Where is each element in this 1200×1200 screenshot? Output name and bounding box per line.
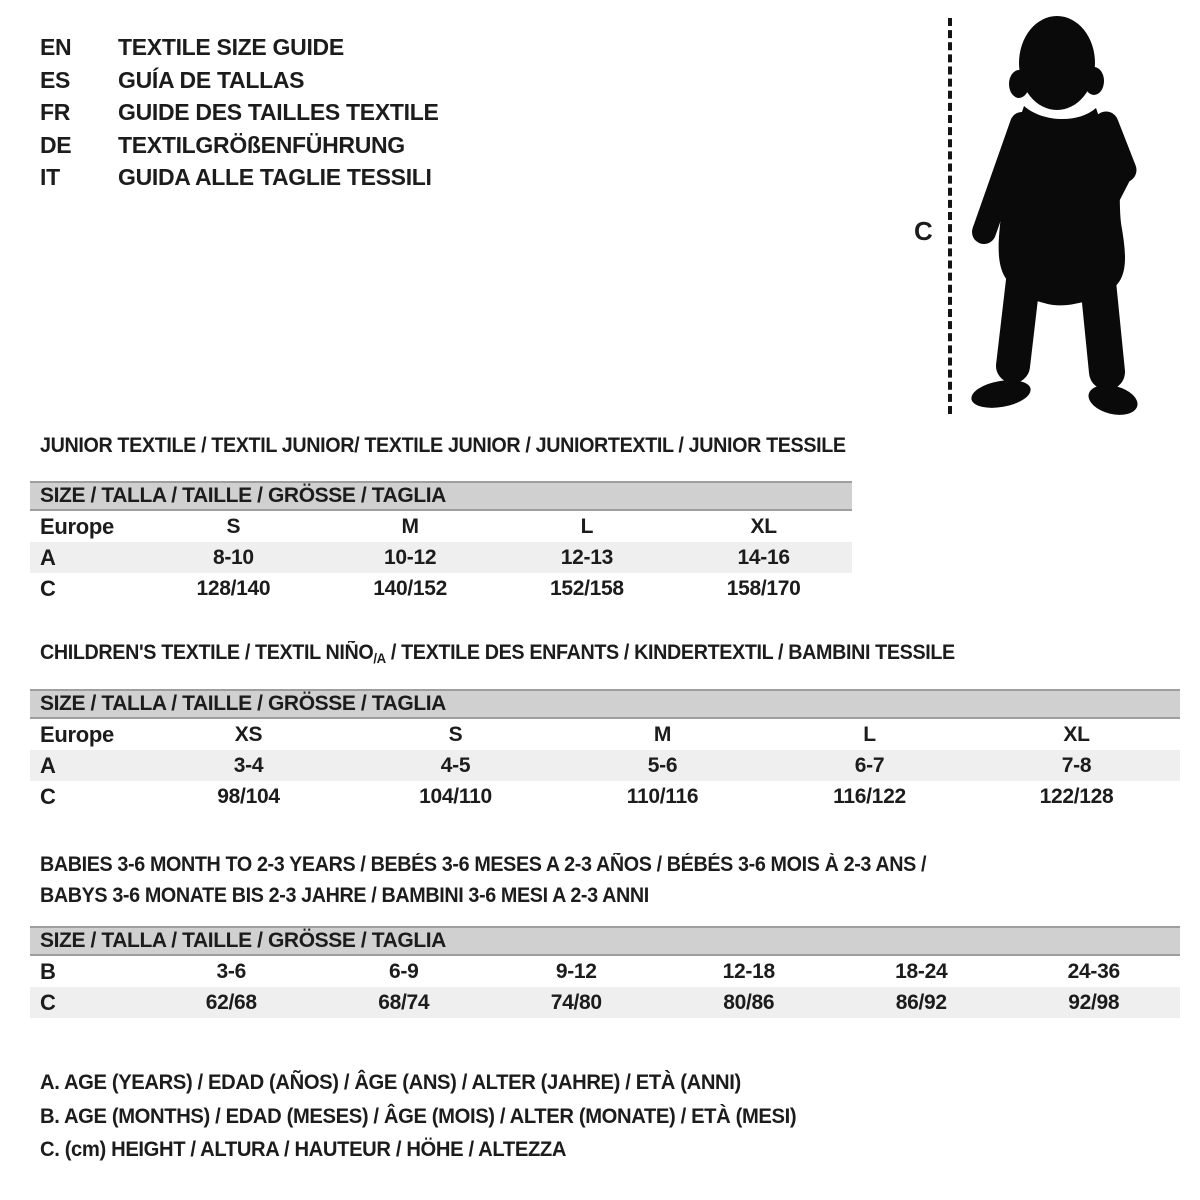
cell: 86/92 <box>895 990 947 1014</box>
table-row-age-months: B 3-6 6-9 9-12 12-18 18-24 24-36 <box>30 956 1180 987</box>
cell: 12-13 <box>560 545 614 569</box>
legend-line-b: B. AGE (MONTHS) / EDAD (MESES) / ÂGE (MO… <box>40 1103 797 1128</box>
cell: XS <box>234 722 263 746</box>
cell: 7-8 <box>1061 753 1092 777</box>
cell: 152/158 <box>549 576 624 600</box>
row-label: Europe <box>40 721 114 747</box>
size-header-bar: SIZE / TALLA / TAILLE / GRÖSSE / TAGLIA <box>30 926 1180 956</box>
toddler-silhouette-icon <box>971 16 1138 415</box>
cell: 158/170 <box>726 576 801 600</box>
language-row-it: IT GUIDA ALLE TAGLIE TESSILI <box>40 161 439 194</box>
table-row-europe: Europe XS S M L XL <box>30 719 1180 750</box>
cell: 9-12 <box>555 959 597 983</box>
cell: XL <box>750 514 778 538</box>
language-title: GUIDA ALLE TAGLIE TESSILI <box>118 164 432 190</box>
cell: 128/140 <box>196 576 271 600</box>
cell: 74/80 <box>550 990 602 1014</box>
row-label: B <box>40 958 56 984</box>
cell: 140/152 <box>373 576 448 600</box>
cell: 80/86 <box>723 990 775 1014</box>
size-header-bar: SIZE / TALLA / TAILLE / GRÖSSE / TAGLIA <box>30 689 1180 719</box>
language-title-list: EN TEXTILE SIZE GUIDE ES GUÍA DE TALLAS … <box>40 31 439 194</box>
language-title: GUIDE DES TAILLES TEXTILE <box>118 99 439 125</box>
language-title: TEXTILE SIZE GUIDE <box>118 34 344 60</box>
table-row-height-cm: C 128/140 140/152 152/158 158/170 <box>30 573 852 604</box>
cell: XL <box>1063 722 1090 746</box>
cell: 6-9 <box>389 959 419 983</box>
language-code: IT <box>40 164 60 190</box>
table-row-age-years: A 8-10 10-12 12-13 14-16 <box>30 542 852 573</box>
row-label: C <box>40 989 56 1015</box>
language-code: ES <box>40 66 71 93</box>
height-measure-label: C <box>914 216 933 246</box>
junior-section-title: JUNIOR TEXTILE / TEXTIL JUNIOR/ TEXTILE … <box>40 434 846 457</box>
row-label: A <box>40 752 56 778</box>
height-measure-line <box>948 18 952 414</box>
cell: 98/104 <box>217 784 280 808</box>
language-row-de: DE TEXTILGRÖßENFÜHRUNG <box>40 129 439 162</box>
cell: 5-6 <box>647 753 678 777</box>
table-row-europe: Europe S M L XL <box>30 511 852 542</box>
cell: 14-16 <box>737 545 791 569</box>
cell: 116/122 <box>833 784 906 808</box>
language-code: EN <box>40 34 72 60</box>
children-section-title: CHILDREN'S TEXTILE / TEXTIL NIÑO/A / TEX… <box>40 641 955 670</box>
cell: 12-18 <box>722 959 776 983</box>
cell: 6-7 <box>854 753 885 777</box>
cell: 24-36 <box>1067 959 1121 983</box>
cell: 110/116 <box>626 784 699 808</box>
cell: 3-6 <box>216 959 247 983</box>
table-row-height-cm: C 98/104 104/110 110/116 116/122 122/128 <box>30 781 1180 812</box>
cell: 122/128 <box>1039 784 1114 808</box>
table-row-height-cm: C 62/68 68/74 74/80 80/86 86/92 92/98 <box>30 987 1180 1018</box>
children-title-sub: /A <box>373 650 386 666</box>
cell: 104/110 <box>419 784 492 808</box>
language-title: TEXTILGRÖßENFÜHRUNG <box>118 131 405 158</box>
size-header-bar: SIZE / TALLA / TAILLE / GRÖSSE / TAGLIA <box>30 481 852 511</box>
cell: L <box>863 722 876 746</box>
children-title-text: / TEXTILE DES ENFANTS / KINDERTEXTIL / B… <box>385 641 955 664</box>
cell: M <box>401 514 420 538</box>
babies-size-table: SIZE / TALLA / TAILLE / GRÖSSE / TAGLIA … <box>30 926 1180 1018</box>
row-label: Europe <box>40 513 114 539</box>
language-row-es: ES GUÍA DE TALLAS <box>40 64 439 97</box>
babies-title-line1: BABIES 3-6 MONTH TO 2-3 YEARS / BEBÉS 3-… <box>40 853 927 876</box>
language-code: DE <box>40 131 72 158</box>
legend-line-c: C. (cm) HEIGHT / ALTURA / HAUTEUR / HÖHE… <box>40 1137 567 1161</box>
babies-title-line2: BABYS 3-6 MONATE BIS 2-3 JAHRE / BAMBINI… <box>40 884 649 907</box>
cell: S <box>226 514 241 538</box>
cell: M <box>653 722 672 746</box>
cell: 68/74 <box>378 990 430 1014</box>
cell: 10-12 <box>384 545 437 569</box>
language-title: GUÍA DE TALLAS <box>118 66 305 93</box>
legend-line-a: A. AGE (YEARS) / EDAD (AÑOS) / ÂGE (ANS)… <box>40 1070 741 1094</box>
cell: L <box>580 514 594 538</box>
cell: 18-24 <box>895 959 948 983</box>
measure-legend: A. AGE (YEARS) / EDAD (AÑOS) / ÂGE (ANS)… <box>40 1066 797 1167</box>
children-title-text: CHILDREN'S TEXTILE / TEXTIL NIÑO <box>40 641 374 664</box>
language-row-fr: FR GUIDE DES TAILLES TEXTILE <box>40 96 439 129</box>
cell: 62/68 <box>205 990 257 1014</box>
cell: 3-4 <box>233 753 264 777</box>
junior-size-table: SIZE / TALLA / TAILLE / GRÖSSE / TAGLIA … <box>30 481 852 604</box>
children-size-table: SIZE / TALLA / TAILLE / GRÖSSE / TAGLIA … <box>30 689 1180 812</box>
language-row-en: EN TEXTILE SIZE GUIDE <box>40 31 439 64</box>
cell: 92/98 <box>1068 990 1120 1014</box>
row-label: C <box>40 783 56 809</box>
cell: S <box>448 722 463 746</box>
cell: 8-10 <box>212 545 254 569</box>
language-code: FR <box>40 99 71 125</box>
cell: 4-5 <box>440 753 471 777</box>
table-row-age-years: A 3-4 4-5 5-6 6-7 7-8 <box>30 750 1180 781</box>
babies-section-title: BABIES 3-6 MONTH TO 2-3 YEARS / BEBÉS 3-… <box>40 849 927 911</box>
row-label: C <box>40 575 56 601</box>
row-label: A <box>40 544 56 570</box>
